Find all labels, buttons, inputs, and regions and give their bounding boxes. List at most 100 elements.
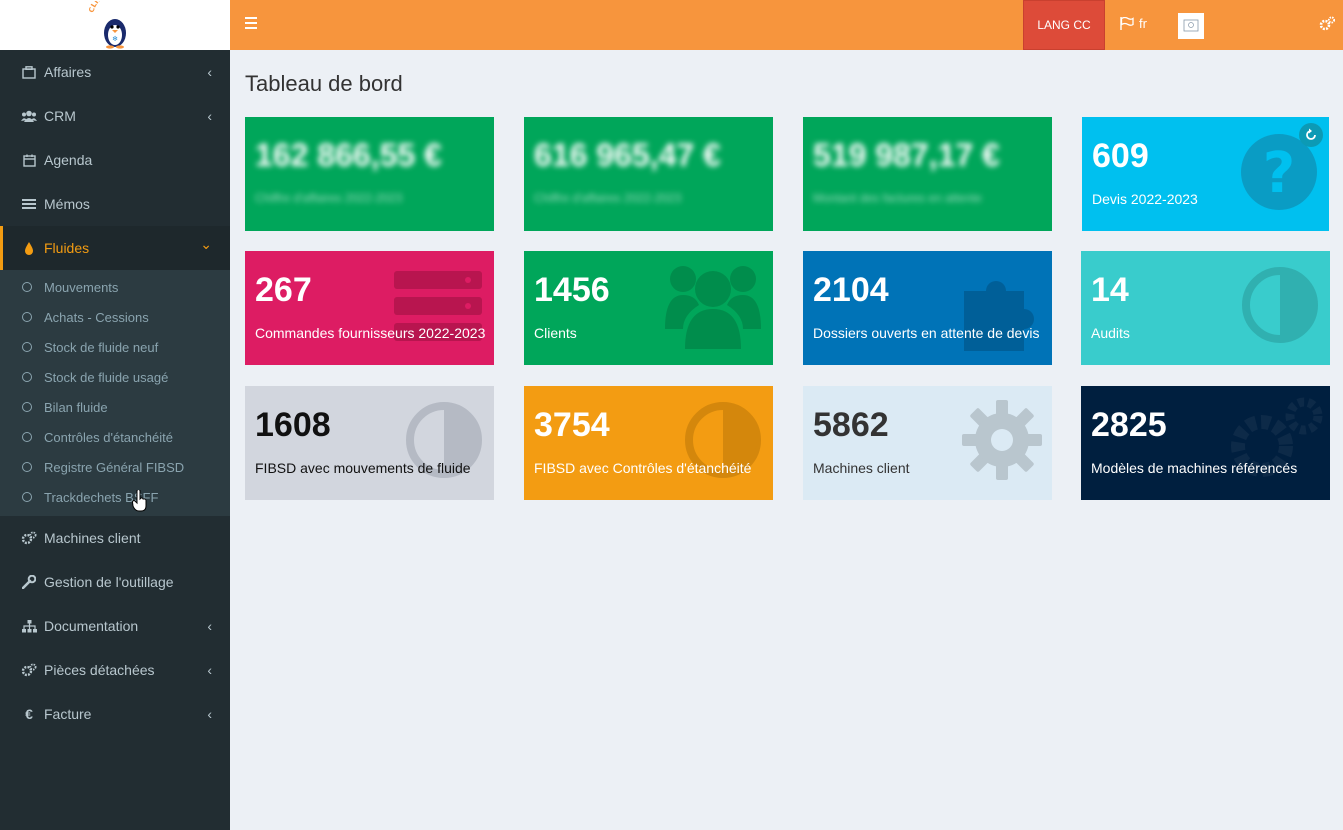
sidebar-item-affaires[interactable]: Affaires ‹ (0, 50, 230, 94)
stat-label: Montant des factures en attente (813, 191, 982, 205)
stat-box-revenue-2[interactable]: 616 965,47 € Chiffre d'affaires 2022-202… (524, 117, 773, 231)
cogs-icon (1231, 397, 1323, 477)
adjust-icon (1242, 267, 1318, 343)
stat-value: 5862 (813, 406, 889, 444)
stat-box-fibsd-controles[interactable]: 3754 FIBSD avec Contrôles d'étanchéité (524, 386, 773, 500)
circle-icon (22, 402, 32, 412)
stat-box-commandes[interactable]: 267 Commandes fournisseurs 2022-2023 (245, 251, 494, 365)
circle-icon (22, 342, 32, 352)
stat-label: Chiffre d'affaires 2022-2023 (534, 191, 682, 205)
stat-value: 14 (1091, 271, 1129, 309)
sidebar-item-crm[interactable]: CRM ‹ (0, 94, 230, 138)
submenu-item-label: Contrôles d'étanchéité (44, 429, 173, 445)
language-code: fr (1139, 16, 1147, 31)
svg-text:CLIM FRAIS: CLIM FRAIS (87, 1, 131, 14)
stat-label: Chiffre d'affaires 2022-2023 (255, 191, 403, 205)
calendar-icon (21, 153, 37, 167)
submenu-item-label: Achats - Cessions (44, 309, 149, 325)
stat-label: Clients (534, 325, 577, 341)
stat-value: 2825 (1091, 406, 1167, 444)
euro-icon: € (25, 706, 33, 722)
sidebar-item-label: Agenda (44, 152, 93, 168)
server-icon (394, 271, 482, 341)
stat-value: 2104 (813, 271, 889, 309)
stat-value: 1456 (534, 271, 610, 309)
svg-text:❄: ❄ (112, 35, 118, 43)
submenu-item-bilan-fluide[interactable]: Bilan fluide (0, 392, 230, 422)
sidebar-item-label: Fluides (44, 240, 90, 256)
sidebar-item-label: Facture (44, 706, 92, 722)
adjust-icon (406, 402, 482, 478)
stat-box-dossiers[interactable]: 2104 Dossiers ouverts en attente de devi… (803, 251, 1052, 365)
lang-cc-button[interactable]: LANG CC (1023, 0, 1105, 50)
sidebar-item-label: Gestion de l'outillage (44, 574, 174, 590)
stat-value: 267 (255, 271, 312, 309)
sidebar-menu: Affaires ‹ CRM ‹ Agenda Mémos (0, 50, 230, 736)
stat-box-modeles-machines[interactable]: 2825 Modèles de machines référencés (1081, 386, 1330, 500)
chevron-left-icon: ‹ (207, 64, 212, 80)
stat-box-revenue-1[interactable]: 162 866,55 € Chiffre d'affaires 2022-202… (245, 117, 494, 231)
circle-icon (22, 312, 32, 322)
submenu-item-label: Trackdechets BSFF (44, 489, 159, 505)
chevron-left-icon: ‹ (207, 618, 212, 634)
sidebar: CLIM FRAIS ❄ Affaires ‹ CRM ‹ (0, 0, 230, 830)
puzzle-icon (964, 281, 1034, 351)
sidebar-item-facture[interactable]: € Facture ‹ (0, 692, 230, 736)
stat-box-invoices-pending[interactable]: 519 987,17 € Montant des factures en att… (803, 117, 1052, 231)
briefcase-icon (21, 65, 37, 79)
sidebar-item-fluides[interactable]: Fluides ⌄ (0, 226, 230, 270)
stat-box-audits[interactable]: 14 Audits (1081, 251, 1330, 365)
submenu-item-mouvements[interactable]: Mouvements (0, 272, 230, 302)
stat-box-fibsd-mouvements[interactable]: 1608 FIBSD avec mouvements de fluide (245, 386, 494, 500)
penguin-logo-icon: CLIM FRAIS ❄ (87, 1, 132, 49)
sidebar-item-outillage[interactable]: Gestion de l'outillage (0, 560, 230, 604)
submenu-item-controles[interactable]: Contrôles d'étanchéité (0, 422, 230, 452)
sidebar-item-label: Pièces détachées (44, 662, 155, 678)
user-avatar[interactable] (1178, 13, 1204, 39)
chevron-down-icon: ⌄ (200, 236, 212, 252)
submenu-item-label: Registre Général FIBSD (44, 459, 185, 475)
submenu-item-label: Bilan fluide (44, 399, 108, 415)
circle-icon (22, 462, 32, 472)
sidebar-item-pieces[interactable]: Pièces détachées ‹ (0, 648, 230, 692)
submenu-item-label: Stock de fluide neuf (44, 339, 159, 355)
stat-label: Audits (1091, 325, 1130, 341)
logo[interactable]: CLIM FRAIS ❄ (0, 0, 230, 50)
stat-value: 616 965,47 € (534, 137, 721, 173)
chevron-left-icon: ‹ (207, 706, 212, 722)
drop-icon (21, 241, 37, 255)
fluides-submenu: Mouvements Achats - Cessions Stock de fl… (0, 270, 230, 516)
submenu-item-stock-usage[interactable]: Stock de fluide usagé (0, 362, 230, 392)
sidebar-item-documentation[interactable]: Documentation ‹ (0, 604, 230, 648)
submenu-item-achats-cessions[interactable]: Achats - Cessions (0, 302, 230, 332)
stat-value: 3754 (534, 406, 610, 444)
company-logo-icon (1183, 19, 1199, 32)
sidebar-item-label: Documentation (44, 618, 139, 634)
submenu-item-label: Stock de fluide usagé (44, 369, 169, 385)
language-selector[interactable]: fr (1120, 16, 1147, 31)
stat-box-devis[interactable]: ? 609 Devis 2022-2023 (1082, 117, 1329, 231)
sidebar-item-label: Mémos (44, 196, 90, 212)
sidebar-item-label: Affaires (44, 64, 92, 80)
hamburger-menu-icon[interactable] (245, 17, 257, 32)
svg-text:?: ? (1263, 141, 1295, 206)
stat-label: Dossiers ouverts en attente de devis (813, 325, 1040, 341)
refresh-icon[interactable] (1299, 123, 1323, 147)
submenu-item-trackdechets[interactable]: Trackdechets BSFF (0, 482, 230, 512)
page-title: Tableau de bord (245, 71, 403, 96)
submenu-item-registre[interactable]: Registre Général FIBSD (0, 452, 230, 482)
stat-box-machines-client[interactable]: 5862 Machines client (803, 386, 1052, 500)
stat-value: 162 866,55 € (255, 137, 442, 173)
stat-label: Commandes fournisseurs 2022-2023 (255, 325, 486, 341)
stat-box-clients[interactable]: 1456 Clients (524, 251, 773, 365)
sidebar-item-machines-client[interactable]: Machines client (0, 516, 230, 560)
settings-gears-icon[interactable] (1319, 16, 1336, 35)
sidebar-item-memos[interactable]: Mémos (0, 182, 230, 226)
chevron-left-icon: ‹ (207, 108, 212, 124)
submenu-item-stock-neuf[interactable]: Stock de fluide neuf (0, 332, 230, 362)
stat-label: Machines client (813, 460, 910, 476)
sidebar-item-label: CRM (44, 108, 76, 124)
sidebar-item-agenda[interactable]: Agenda (0, 138, 230, 182)
cogs-icon (21, 663, 37, 677)
gear-icon (962, 400, 1042, 480)
